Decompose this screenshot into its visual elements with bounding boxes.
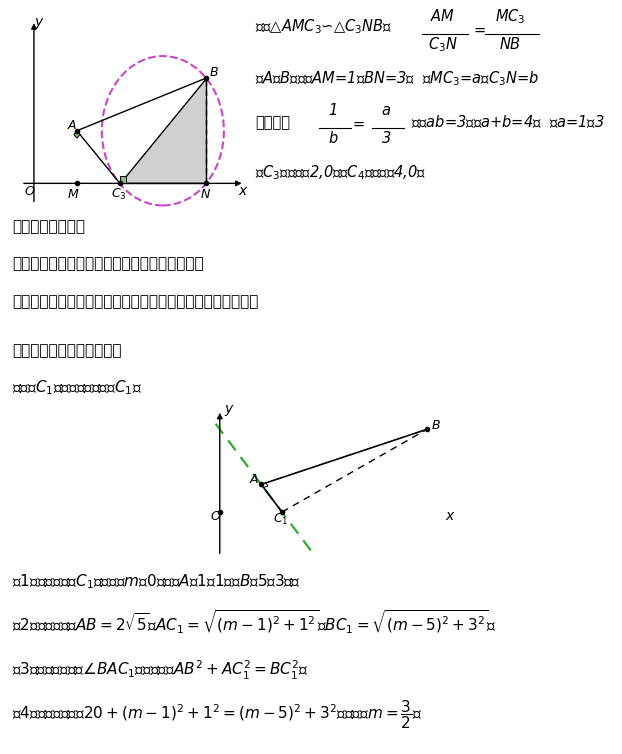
- Text: 代入得：: 代入得：: [255, 115, 290, 130]
- Text: ，即$ab$=3，又$a$+$b$=4，  故$a$=1或3: ，即$ab$=3，又$a$+$b$=4， 故$a$=1或3: [411, 113, 605, 130]
- Text: $b$: $b$: [328, 130, 338, 146]
- Polygon shape: [120, 78, 206, 183]
- Text: $=$: $=$: [471, 22, 486, 37]
- Text: （3）分类讨论：当∠$BAC_1$为直角时，$AB^2 + AC_1^2 = BC_1^2$；: （3）分类讨论：当∠$BAC_1$为直角时，$AB^2 + AC_1^2 = B…: [12, 658, 309, 682]
- Text: 【代数法】表示线段构勾股: 【代数法】表示线段构勾股: [12, 343, 122, 358]
- Text: A: A: [249, 473, 258, 486]
- Polygon shape: [74, 130, 80, 138]
- Text: 3: 3: [381, 131, 391, 146]
- Text: 1: 1: [328, 103, 338, 118]
- Text: 第一步：过直角顶点作一条水平或竖直的直线；: 第一步：过直角顶点作一条水平或竖直的直线；: [12, 256, 204, 271]
- Text: y: y: [34, 14, 42, 29]
- Polygon shape: [120, 176, 126, 183]
- Text: y: y: [224, 402, 232, 415]
- Text: $MC_3$: $MC_3$: [495, 7, 526, 26]
- Text: $=$: $=$: [350, 116, 366, 131]
- Text: （1）表示点：设$C_1$坐标为（$m$，0），又$A$（1，1）、$B$（5，3）；: （1）表示点：设$C_1$坐标为（$m$，0），又$A$（1，1）、$B$（5，…: [12, 573, 301, 591]
- Text: $C_1$: $C_1$: [274, 511, 289, 526]
- Text: $NB$: $NB$: [499, 36, 521, 52]
- Text: $C_3$: $C_3$: [111, 187, 127, 202]
- Text: N: N: [201, 188, 210, 201]
- Text: 由$A$、$B$坐标得$AM$=1，$BN$=3，  设$MC_3$=$a$，$C_3N$=$b$: 由$A$、$B$坐标得$AM$=1，$BN$=3， 设$MC_3$=$a$，$C…: [255, 69, 539, 87]
- Text: 第二步：过另外两端点向该直线作垂线，即可得三垂直相似．: 第二步：过另外两端点向该直线作垂线，即可得三垂直相似．: [12, 294, 259, 308]
- Text: O: O: [211, 510, 221, 523]
- Text: $a$: $a$: [381, 103, 391, 118]
- Text: 故$C_3$坐标为（2,0），$C_4$坐标为（4,0）: 故$C_3$坐标为（2,0），$C_4$坐标为（4,0）: [255, 163, 426, 182]
- Text: A: A: [67, 118, 76, 132]
- Text: B: B: [431, 419, 440, 432]
- Text: 构造三垂直步骤：: 构造三垂直步骤：: [12, 219, 85, 234]
- Text: $C_3N$: $C_3N$: [428, 35, 458, 54]
- Polygon shape: [261, 483, 268, 487]
- Text: B: B: [209, 66, 218, 79]
- Text: M: M: [68, 188, 79, 201]
- Text: O: O: [24, 185, 34, 198]
- Text: 还剩下$C_1$待求，不妨来求下$C_1$：: 还剩下$C_1$待求，不妨来求下$C_1$：: [12, 379, 142, 397]
- Text: $AM$: $AM$: [430, 8, 455, 24]
- Text: 易证△$AMC_3$∽△$C_3NB$，: 易证△$AMC_3$∽△$C_3NB$，: [255, 17, 392, 35]
- Text: （4）代入得方程：$20+(m-1)^2+1^2=(m-5)^2+3^2$，解得：$m = \dfrac{3}{2}$．: （4）代入得方程：$20+(m-1)^2+1^2=(m-5)^2+3^2$，解得…: [12, 698, 423, 731]
- Text: x: x: [446, 509, 454, 523]
- Text: （2）表示线段：$AB = 2\sqrt{5}$，$AC_1 = \sqrt{(m-1)^2+1^2}$，$BC_1 = \sqrt{(m-5)^2+3^2}$: （2）表示线段：$AB = 2\sqrt{5}$，$AC_1 = \sqrt{(…: [12, 608, 497, 636]
- Text: x: x: [238, 184, 246, 198]
